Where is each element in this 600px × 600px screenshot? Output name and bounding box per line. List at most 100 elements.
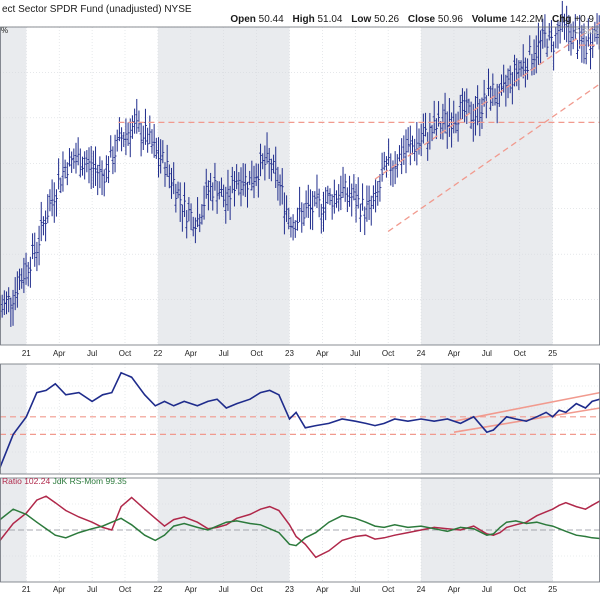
ratio-point-13 (144, 394, 146, 396)
rrg-point-1-55 (575, 534, 577, 536)
ratio-point-4 (45, 389, 47, 391)
ratio-point-6 (65, 394, 67, 396)
rrg-point-1-35 (374, 525, 376, 527)
ratio-point-14 (154, 405, 156, 407)
ratio-point-48 (515, 418, 517, 420)
top-tick-label-8: 23 (285, 349, 294, 358)
rrg-point-0-41 (446, 528, 448, 530)
rrg-point-0-10 (111, 529, 113, 531)
rrg-point-0-38 (407, 532, 409, 534)
rrg-point-1-2 (25, 513, 27, 516)
indicator-legend: Ratio 102.24 JdK RS-Mom 99.35 (2, 476, 127, 486)
ratio-point-28 (295, 411, 297, 413)
chg-value: +0.9 (574, 14, 594, 25)
rrg-point-1-30 (315, 532, 317, 534)
top-tick-label-14: Jul (482, 349, 492, 358)
bottom-tick-label-5: Apr (185, 585, 198, 594)
rrg-point-0-35 (374, 538, 376, 540)
rrg-point-0-21 (225, 524, 227, 526)
rrg-point-0-44 (486, 533, 488, 535)
bottom-tick-label-10: Jul (350, 585, 360, 594)
top-tick-label-9: Apr (316, 349, 329, 358)
price-guide-2 (387, 83, 600, 232)
bottom-tick-label-11: Oct (382, 585, 395, 594)
ratio-point-53 (558, 409, 560, 411)
ratio-point-33 (354, 420, 356, 422)
rrg-point-0-36 (383, 537, 385, 539)
rrg-point-0-48 (515, 524, 517, 526)
ratio-point-42 (459, 422, 462, 424)
ratio-point-50 (536, 416, 538, 418)
ratio-point-51 (545, 411, 547, 413)
top-tick-label-3: Oct (119, 349, 132, 358)
rrg-point-1-37 (394, 524, 396, 526)
ratio-point-2 (25, 416, 27, 418)
rrg-point-0-26 (278, 509, 280, 512)
rrg-point-1-1 (12, 508, 14, 510)
rrg-point-0-37 (394, 534, 396, 536)
rrg-point-0-8 (91, 521, 93, 523)
rrg-point-0-4 (45, 495, 47, 497)
ratio-point-25 (269, 389, 271, 391)
ratio-point-10 (111, 392, 113, 394)
rrg-point-0-46 (499, 532, 501, 534)
rrg-point-0-33 (354, 535, 356, 538)
top-tick-label-13: Apr (448, 349, 461, 358)
exchange-label: NYSE (164, 4, 192, 15)
rrg-point-0-40 (433, 526, 435, 529)
rrg-point-1-15 (163, 534, 166, 536)
rrg-point-1-50 (536, 521, 538, 523)
rrg-point-0-49 (525, 521, 527, 523)
rrg-point-1-51 (545, 524, 547, 526)
top-tick-label-11: Oct (382, 349, 395, 358)
rrg-point-1-20 (216, 525, 218, 527)
chart-title: ect Sector SPDR Fund (unadjusted) NYSE (2, 4, 192, 15)
rrg-point-1-3 (36, 521, 38, 523)
low-value: 50.26 (374, 14, 400, 25)
ratio-point-46 (499, 422, 501, 424)
rrg-point-0-22 (236, 517, 238, 519)
ratio-point-52 (552, 416, 554, 418)
bottom-tick-label-8: 23 (285, 585, 294, 594)
rrg-point-0-51 (545, 511, 547, 513)
ratio-point-56 (584, 407, 587, 409)
ratio-point-16 (173, 405, 175, 407)
close-label: Close (407, 14, 436, 25)
rrg-point-1-54 (565, 530, 567, 532)
watermark: © Stoc (573, 27, 598, 36)
rrg-point-0-47 (505, 526, 508, 529)
ratio-point-30 (315, 425, 317, 427)
ratio-point-1 (12, 433, 14, 435)
rrg-point-1-38 (407, 526, 409, 529)
rrg-point-1-46 (499, 526, 501, 529)
ratio-point-22 (236, 403, 238, 405)
rrg-point-1-45 (492, 533, 495, 535)
rrg-point-1-53 (558, 528, 560, 530)
rrg-point-0-55 (575, 506, 577, 508)
rrg-point-1-4 (45, 528, 47, 530)
rrg-point-1-10 (111, 521, 113, 523)
top-tick-label-15: Oct (514, 349, 527, 358)
top-tick-label-4: 22 (153, 349, 162, 358)
rrg-point-1-9 (102, 525, 104, 527)
ratio-point-29 (304, 427, 306, 429)
rs-ratio-legend: Ratio 102.24 (2, 476, 51, 486)
ohlc-readout: Open 50.44 High 51.04 Low 50.26 Close 50… (224, 14, 594, 25)
ratio-point-38 (407, 420, 409, 422)
top-tick-label-6: Jul (219, 349, 229, 358)
close-value: 50.96 (437, 14, 463, 25)
rrg-point-0-30 (315, 556, 317, 558)
rrg-point-0-43 (473, 525, 475, 527)
top-tick-label-1: Apr (53, 349, 66, 358)
ratio-point-9 (102, 394, 104, 396)
rrg-point-0-2 (25, 512, 27, 514)
rrg-point-0-3 (36, 499, 38, 501)
ratio-point-57 (591, 400, 593, 402)
rrg-point-0-28 (295, 535, 297, 538)
price-panel (0, 0, 600, 327)
ratio-point-31 (328, 422, 330, 424)
open-label: Open (230, 14, 256, 25)
rrg-point-0-14 (154, 517, 156, 519)
ratio-point-12 (130, 376, 133, 378)
